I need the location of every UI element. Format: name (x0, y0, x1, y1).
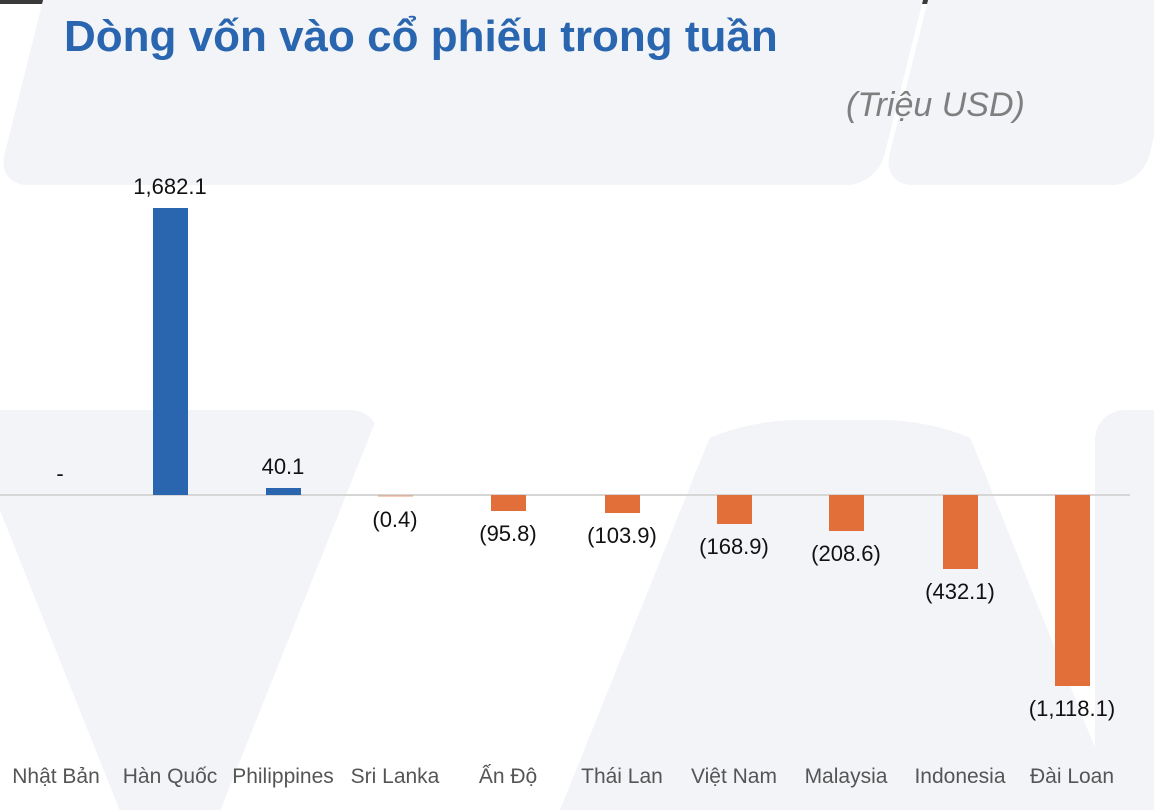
bar (604, 495, 640, 513)
category-label: Đài Loan (1029, 765, 1115, 788)
category-label: Việt Nam (691, 765, 777, 788)
data-label: (0.4) (372, 507, 418, 532)
data-label: 1,682.1 (133, 174, 207, 199)
chart-title: Dòng vốn vào cổ phiếu trong tuần (64, 12, 778, 61)
bar (265, 488, 301, 495)
category-label: Nhật Bản (12, 765, 100, 788)
category-label: Philippines (232, 765, 334, 788)
bar (828, 495, 864, 531)
zero-axis-line (0, 494, 1130, 496)
data-label: 40.1 (261, 454, 305, 480)
data-label: (208.6) (811, 540, 881, 566)
data-label: (168.9) (699, 533, 769, 559)
bar (490, 495, 526, 512)
data-label: (103.9) (587, 522, 657, 548)
data-label: - (56, 461, 64, 486)
category-label: Hàn Quốc (122, 765, 218, 788)
data-label: (1,118.1) (1028, 695, 1116, 721)
bar (716, 495, 752, 524)
category-label: Malaysia (804, 765, 888, 788)
bar (942, 495, 978, 569)
background-watermark-shape (1095, 410, 1154, 810)
bar (152, 208, 188, 495)
chart-unit-label: (Triệu USD) (846, 86, 1025, 124)
category-label: Thái Lan (581, 765, 663, 788)
category-label: Sri Lanka (350, 765, 440, 788)
data-label: (95.8) (479, 521, 537, 547)
data-label: (432.1) (925, 578, 995, 604)
category-label: Indonesia (914, 765, 1006, 788)
category-label: Ấn Độ (478, 765, 538, 788)
bar (1054, 495, 1090, 686)
bar (377, 495, 413, 497)
